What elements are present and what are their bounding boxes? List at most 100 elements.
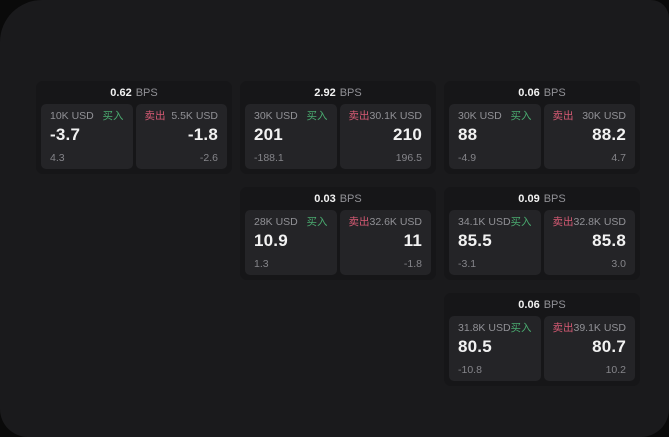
sell-tag: 卖出 — [348, 110, 370, 122]
quote-panels: 30K USD 买入 201 -188.1 卖出 30.1K USD 210 1… — [245, 104, 431, 169]
sell-delta: 4.7 — [611, 151, 626, 164]
buy-tag: 买入 — [102, 110, 124, 122]
quote-card: 0.03 BPS 28K USD 买入 10.9 1.3 卖出 32.6K US… — [240, 187, 436, 280]
sell-panel[interactable]: 卖出 5.5K USD -1.8 -2.6 — [135, 104, 227, 169]
sell-price: 11 — [403, 230, 422, 250]
sell-panel-header: 卖出 30.1K USD — [349, 111, 423, 122]
buy-price: 10.9 — [254, 230, 288, 250]
buy-panel-header: 30K USD 买入 — [254, 111, 328, 122]
buy-panel-header: 10K USD 买入 — [50, 111, 124, 122]
sell-tag: 卖出 — [552, 216, 574, 228]
sell-panel-header: 卖出 32.6K USD — [349, 217, 423, 228]
buy-panel[interactable]: 34.1K USD 买入 85.5 -3.1 — [449, 210, 541, 275]
buy-panel[interactable]: 10K USD 买入 -3.7 4.3 — [41, 104, 133, 169]
sell-amount: 30K USD — [582, 110, 626, 122]
bps-unit-label: BPS — [543, 192, 566, 205]
bps-header: 0.06 BPS — [449, 81, 635, 104]
buy-delta: -4.9 — [458, 151, 477, 164]
sell-panel-header: 卖出 32.8K USD — [553, 217, 627, 228]
sell-amount: 30.1K USD — [369, 110, 423, 122]
buy-delta: -10.8 — [458, 363, 482, 376]
sell-delta: -2.6 — [199, 151, 218, 164]
buy-panel[interactable]: 30K USD 买入 201 -188.1 — [245, 104, 337, 169]
buy-amount: 31.8K USD — [458, 322, 511, 334]
sell-tag: 卖出 — [348, 216, 370, 228]
buy-delta: 4.3 — [50, 151, 65, 164]
buy-amount: 10K USD — [50, 110, 94, 122]
buy-panel[interactable]: 28K USD 买入 10.9 1.3 — [245, 210, 337, 275]
bps-value: 0.62 — [110, 86, 132, 99]
sell-panel[interactable]: 卖出 30K USD 88.2 4.7 — [543, 104, 635, 169]
buy-panel-header: 34.1K USD 买入 — [458, 217, 532, 228]
buy-price: 85.5 — [458, 230, 492, 250]
buy-tag: 买入 — [306, 216, 328, 228]
bps-unit-label: BPS — [543, 298, 566, 311]
sell-price: 88.2 — [592, 124, 626, 144]
buy-tag: 买入 — [510, 110, 532, 122]
quote-card-grid: 0.62 BPS 10K USD 买入 -3.7 4.3 卖出 5.5K USD — [36, 81, 640, 386]
quote-panels: 10K USD 买入 -3.7 4.3 卖出 5.5K USD -1.8 -2.… — [41, 104, 227, 169]
sell-panel-header: 卖出 5.5K USD — [145, 111, 219, 122]
sell-price: 85.8 — [592, 230, 626, 250]
sell-amount: 32.6K USD — [369, 216, 423, 228]
bps-value: 2.92 — [314, 86, 336, 99]
buy-delta: 1.3 — [254, 257, 269, 270]
buy-panel[interactable]: 30K USD 买入 88 -4.9 — [449, 104, 541, 169]
buy-panel-header: 30K USD 买入 — [458, 111, 532, 122]
bps-header: 0.03 BPS — [245, 187, 431, 210]
quote-card: 0.06 BPS 30K USD 买入 88 -4.9 卖出 30K USD — [444, 81, 640, 174]
quote-card: 0.62 BPS 10K USD 买入 -3.7 4.3 卖出 5.5K USD — [36, 81, 232, 174]
buy-price: 80.5 — [458, 336, 492, 356]
bps-unit-label: BPS — [135, 86, 158, 99]
bps-value: 0.06 — [518, 86, 540, 99]
sell-delta: 3.0 — [611, 257, 626, 270]
bps-header: 0.09 BPS — [449, 187, 635, 210]
buy-tag: 买入 — [510, 322, 532, 334]
buy-panel-header: 28K USD 买入 — [254, 217, 328, 228]
bps-header: 0.06 BPS — [449, 293, 635, 316]
sell-price: 80.7 — [592, 336, 626, 356]
quote-card: 0.06 BPS 31.8K USD 买入 80.5 -10.8 卖出 39.1… — [444, 293, 640, 386]
buy-amount: 30K USD — [458, 110, 502, 122]
buy-price: 201 — [254, 124, 283, 144]
buy-price: 88 — [458, 124, 478, 144]
sell-panel-header: 卖出 39.1K USD — [553, 323, 627, 334]
buy-amount: 34.1K USD — [458, 216, 511, 228]
sell-panel[interactable]: 卖出 30.1K USD 210 196.5 — [339, 104, 431, 169]
bps-header: 2.92 BPS — [245, 81, 431, 104]
sell-amount: 5.5K USD — [171, 110, 218, 122]
buy-delta: -3.1 — [458, 257, 477, 270]
bps-unit-label: BPS — [339, 192, 362, 205]
bps-value: 0.03 — [314, 192, 336, 205]
sell-panel-header: 卖出 30K USD — [553, 111, 627, 122]
quote-panels: 28K USD 买入 10.9 1.3 卖出 32.6K USD 11 -1.8 — [245, 210, 431, 275]
buy-panel-header: 31.8K USD 买入 — [458, 323, 532, 334]
bps-header: 0.62 BPS — [41, 81, 227, 104]
buy-delta: -188.1 — [254, 151, 284, 164]
sell-panel[interactable]: 卖出 32.6K USD 11 -1.8 — [339, 210, 431, 275]
bps-value: 0.09 — [518, 192, 540, 205]
sell-price: -1.8 — [187, 124, 218, 144]
buy-tag: 买入 — [306, 110, 328, 122]
buy-price: -3.7 — [50, 124, 81, 144]
buy-tag: 买入 — [510, 216, 532, 228]
sell-tag: 卖出 — [144, 110, 166, 122]
buy-panel[interactable]: 31.8K USD 买入 80.5 -10.8 — [449, 316, 541, 381]
sell-delta: 196.5 — [395, 151, 422, 164]
sell-tag: 卖出 — [552, 322, 574, 334]
quote-panels: 34.1K USD 买入 85.5 -3.1 卖出 32.8K USD 85.8… — [449, 210, 635, 275]
quote-card: 0.09 BPS 34.1K USD 买入 85.5 -3.1 卖出 32.8K… — [444, 187, 640, 280]
quote-card: 2.92 BPS 30K USD 买入 201 -188.1 卖出 30.1K … — [240, 81, 436, 174]
bps-unit-label: BPS — [339, 86, 362, 99]
buy-amount: 30K USD — [254, 110, 298, 122]
sell-panel[interactable]: 卖出 39.1K USD 80.7 10.2 — [543, 316, 635, 381]
bps-value: 0.06 — [518, 298, 540, 311]
sell-price: 210 — [393, 124, 422, 144]
sell-delta: 10.2 — [605, 363, 626, 376]
sell-panel[interactable]: 卖出 32.8K USD 85.8 3.0 — [543, 210, 635, 275]
sell-amount: 39.1K USD — [573, 322, 627, 334]
sell-tag: 卖出 — [552, 110, 574, 122]
bps-unit-label: BPS — [543, 86, 566, 99]
quote-panels: 31.8K USD 买入 80.5 -10.8 卖出 39.1K USD 80.… — [449, 316, 635, 381]
